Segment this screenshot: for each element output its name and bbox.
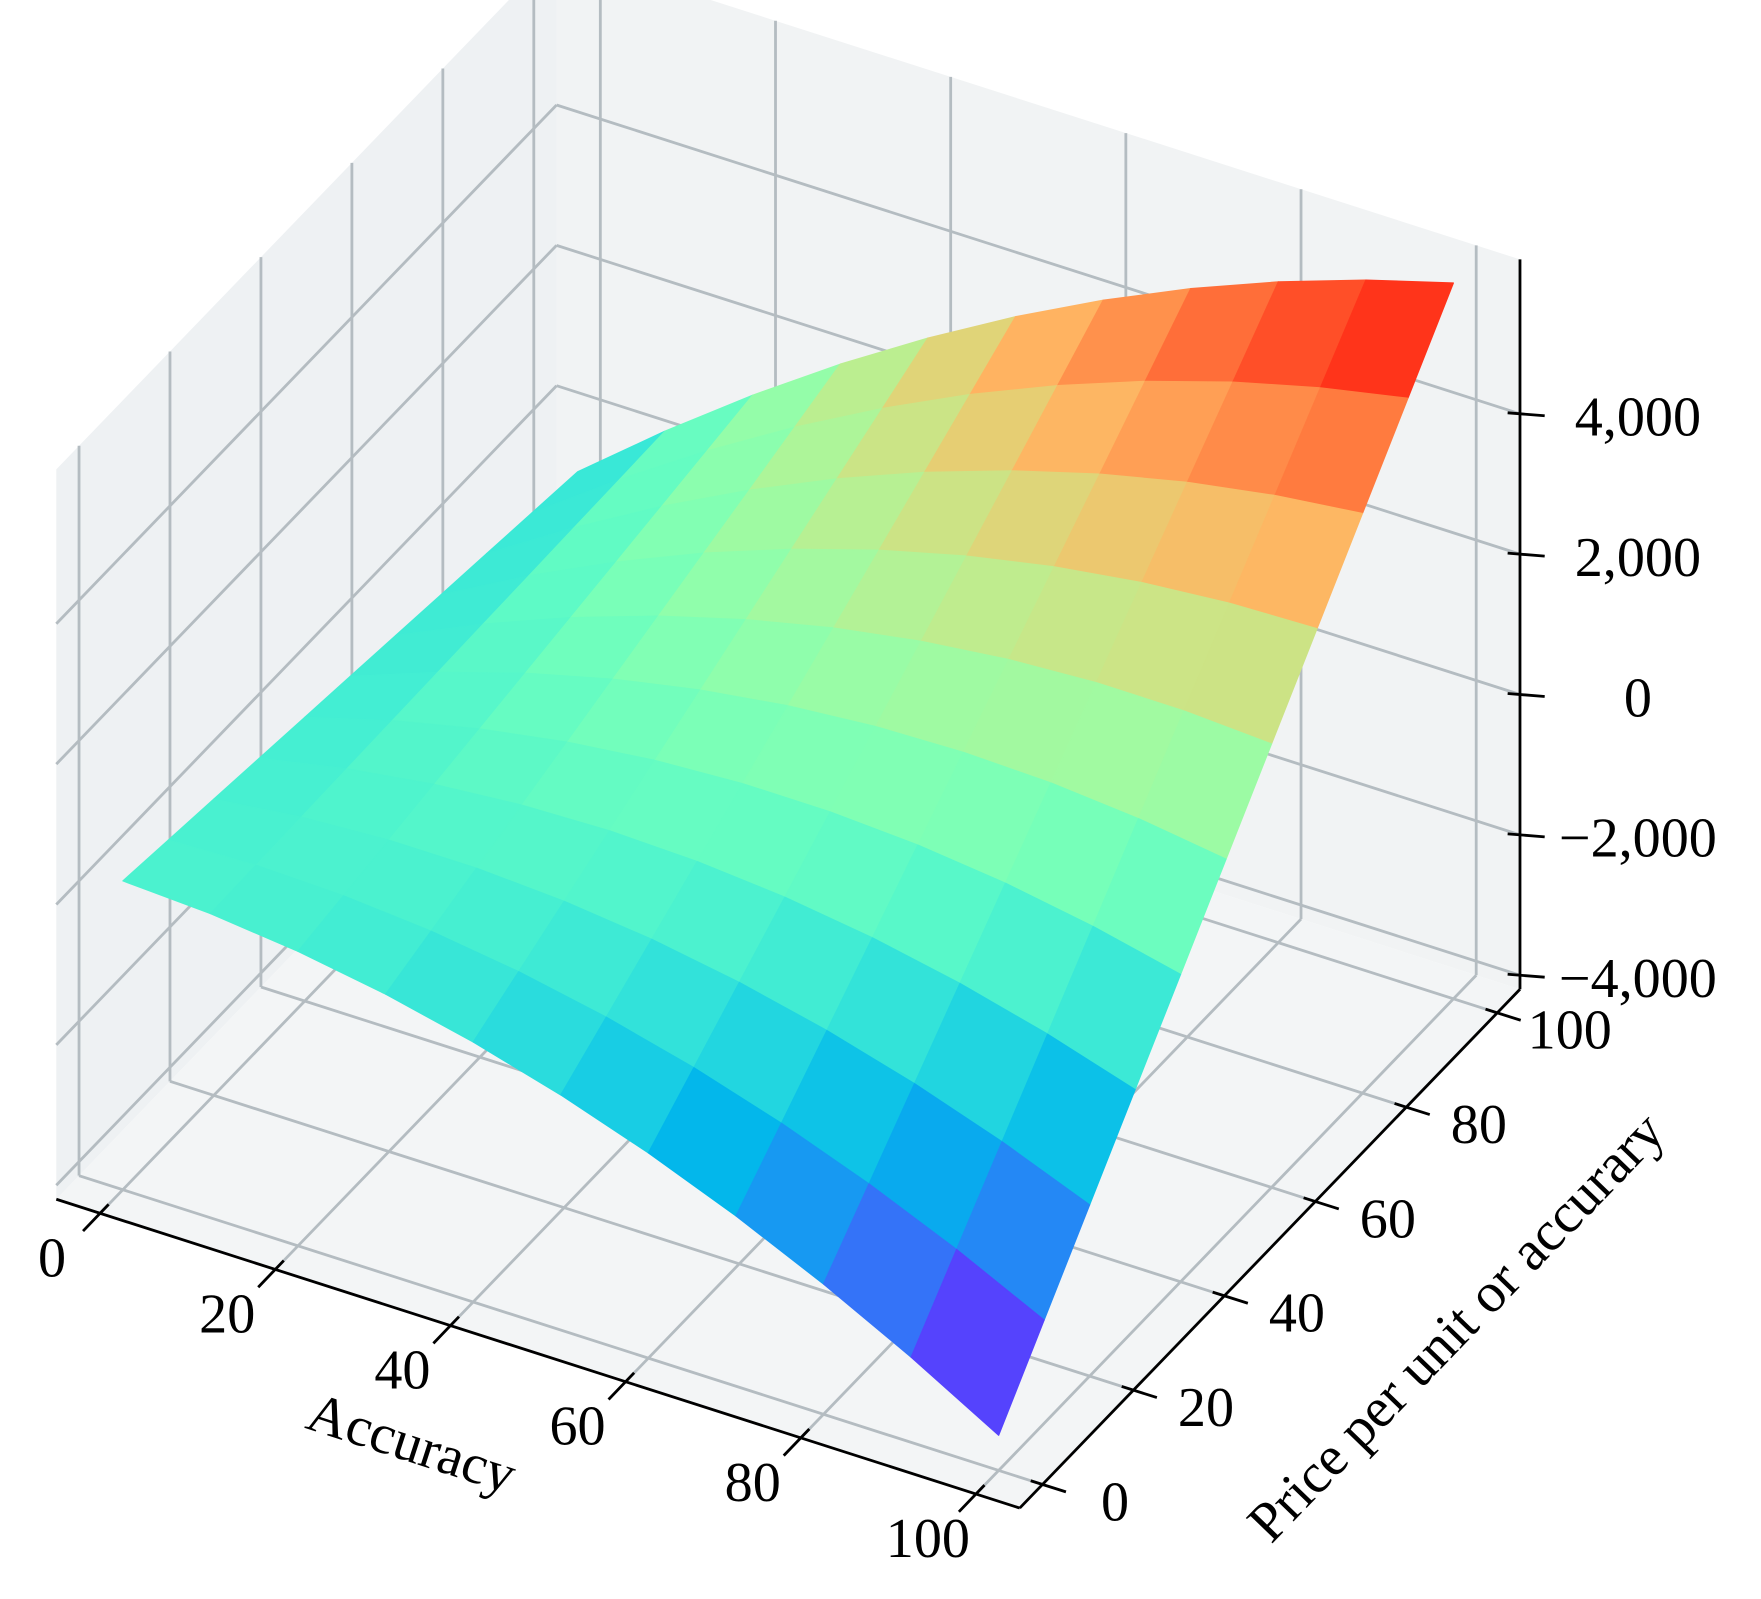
tick-mark xyxy=(1507,832,1545,839)
tick-mark xyxy=(1507,692,1545,698)
x-tick-label: 40 xyxy=(374,1340,430,1402)
tick-mark xyxy=(1121,1385,1158,1399)
x-tick-label: 80 xyxy=(725,1452,781,1514)
y-tick-label: 0 xyxy=(1101,1471,1129,1533)
z-tick-label: 2,000 xyxy=(1575,527,1701,589)
tick-mark xyxy=(1507,972,1545,979)
z-tick-label: −4,000 xyxy=(1559,948,1717,1010)
z-tick-label: 4,000 xyxy=(1575,387,1701,449)
y-axis-line xyxy=(1018,988,1521,1510)
z-tick-label: −2,000 xyxy=(1559,808,1717,870)
x-tick-label: 100 xyxy=(886,1508,970,1570)
tick-mark xyxy=(1212,1290,1249,1305)
tick-mark xyxy=(257,1259,285,1289)
tick-mark xyxy=(1485,1007,1522,1022)
grid-line xyxy=(55,104,558,625)
x-tick-label: 60 xyxy=(550,1396,606,1458)
tick-mark xyxy=(1507,551,1545,558)
axes: 020406080100020406080100−4,000−2,00002,0… xyxy=(38,259,1717,1570)
grid-line xyxy=(78,1174,1043,1486)
y-tick-label: 60 xyxy=(1360,1188,1416,1250)
z-tick-label: 0 xyxy=(1624,667,1652,729)
tick-mark xyxy=(1303,1196,1340,1211)
tick-mark xyxy=(1507,411,1545,418)
y-tick-label: 100 xyxy=(1528,1000,1612,1062)
tick-mark xyxy=(82,1203,110,1233)
y-tick-label: 20 xyxy=(1178,1377,1234,1439)
x-tick-label: 20 xyxy=(199,1283,255,1345)
surface xyxy=(122,279,1455,1436)
grid-line xyxy=(974,974,1478,1495)
y-tick-label: 80 xyxy=(1451,1094,1507,1156)
grid-line xyxy=(55,244,558,766)
tick-mark xyxy=(1030,1479,1067,1494)
grid-line xyxy=(55,384,558,906)
tick-mark xyxy=(1394,1102,1431,1116)
tick-mark xyxy=(782,1428,811,1457)
x-axis-line xyxy=(55,1197,1021,1510)
tick-mark xyxy=(432,1315,460,1345)
tick-mark xyxy=(607,1371,636,1401)
surface-patch xyxy=(910,1248,1045,1436)
tick-mark xyxy=(957,1484,986,1513)
y-tick-label: 40 xyxy=(1269,1283,1325,1345)
x-tick-label: 0 xyxy=(38,1227,66,1289)
